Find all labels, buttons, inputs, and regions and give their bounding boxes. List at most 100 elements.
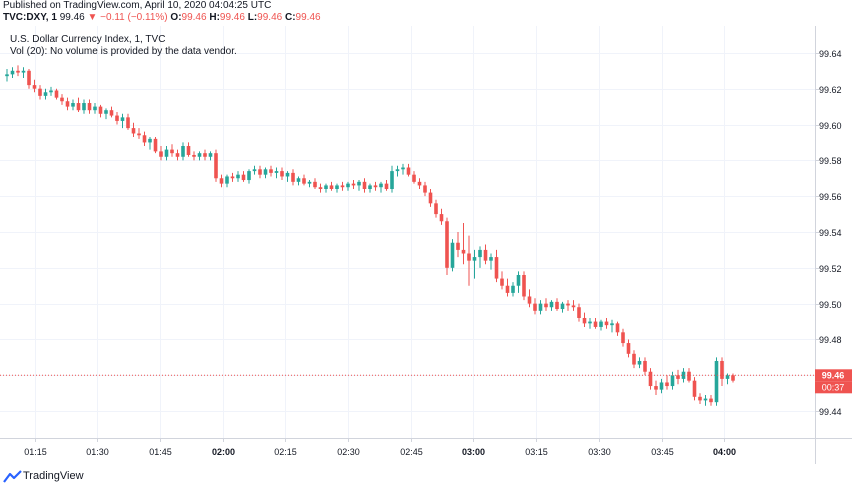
candle-body <box>38 88 42 96</box>
candle <box>357 180 361 191</box>
candle <box>175 149 180 161</box>
candle-body <box>516 274 521 286</box>
price-tick-label: 99.54 <box>819 228 842 238</box>
candle <box>104 108 108 120</box>
candle-body <box>472 257 477 261</box>
candle <box>192 151 196 161</box>
candle-body <box>467 253 471 261</box>
candle <box>258 165 262 179</box>
candle <box>219 174 224 188</box>
price-tick-label: 99.44 <box>819 407 842 417</box>
candle <box>142 131 147 147</box>
candle-body <box>203 153 207 157</box>
price-tick-label: 99.62 <box>819 85 842 95</box>
candle-body <box>632 353 636 365</box>
candle-body <box>258 169 262 175</box>
price-badge: 99.46 00:37 <box>815 369 852 394</box>
candle <box>137 128 141 139</box>
candle-body <box>720 360 724 379</box>
candle-body <box>714 360 719 403</box>
candle-body <box>643 360 647 372</box>
candle-body <box>148 138 152 143</box>
candle-body <box>170 149 174 154</box>
time-tick-label: 03:30 <box>588 447 611 457</box>
candle <box>544 298 548 311</box>
candle <box>577 303 581 322</box>
candle-body <box>604 321 609 326</box>
candle-body <box>16 70 20 73</box>
candle <box>527 289 532 308</box>
candle <box>648 368 653 390</box>
candle-body <box>137 133 141 136</box>
candle-body <box>104 110 108 114</box>
symbol-label[interactable]: TVC:DXY, 1 <box>3 12 57 23</box>
candle <box>21 67 26 78</box>
candlestick-chart[interactable]: 99.44 99.46 99.48 99.50 99.52 99.54 99.56 99.58… <box>0 26 852 464</box>
candle <box>516 271 521 293</box>
time-tick-label: 03:15 <box>525 447 548 457</box>
candle-body <box>159 151 163 157</box>
candle <box>582 312 587 327</box>
chart-area[interactable]: 99.44 99.46 99.48 99.50 99.52 99.54 99.56 99.58… <box>0 26 852 464</box>
price-axis[interactable]: 99.44 99.46 99.48 99.50 99.52 99.54 99.56 99.58… <box>815 49 842 417</box>
time-axis[interactable]: 01:15 01:30 01:45 02:00 02:15 02:30 02:45 03:00… <box>24 438 736 457</box>
candle <box>500 271 504 290</box>
candle-body <box>692 380 697 397</box>
candle <box>373 181 378 191</box>
low-label: L: <box>247 12 258 23</box>
candle-body <box>263 169 268 175</box>
candle <box>302 174 306 186</box>
candle <box>313 178 317 190</box>
candle-body <box>637 360 642 365</box>
candle-body <box>731 375 735 381</box>
candle <box>368 183 372 193</box>
candle-body <box>698 396 702 401</box>
close-label: C: <box>284 12 296 23</box>
countdown-badge-value: 00:37 <box>822 382 845 392</box>
candle-body <box>725 375 730 379</box>
candle <box>681 368 686 383</box>
candle <box>390 165 394 193</box>
candle <box>247 169 251 184</box>
candle-body <box>241 174 246 181</box>
candle-body <box>538 303 543 311</box>
candle <box>27 68 31 89</box>
candle-body <box>153 138 158 152</box>
candle-body <box>340 185 345 188</box>
time-tick-label: 01:15 <box>24 447 47 457</box>
candle <box>115 111 119 125</box>
candle-body <box>610 323 614 326</box>
candle-body <box>511 285 515 293</box>
candle-body <box>346 183 350 188</box>
candle-body <box>285 172 290 177</box>
candle <box>5 68 9 82</box>
candle <box>54 88 59 100</box>
candle-body <box>368 185 372 190</box>
candle-body <box>379 183 383 188</box>
candle <box>60 94 64 105</box>
candle-body <box>27 70 31 86</box>
candle <box>236 171 240 182</box>
candle-body <box>439 214 444 222</box>
candle <box>450 239 455 272</box>
candle-body <box>478 249 482 258</box>
candle-body <box>703 398 708 401</box>
candle-body <box>142 135 147 143</box>
candle <box>588 317 592 329</box>
countdown-badge-bg <box>815 381 852 394</box>
candle-body <box>76 103 81 111</box>
candle <box>417 178 422 190</box>
candle-body <box>456 242 460 250</box>
candle-body <box>247 171 251 181</box>
candle-body <box>417 181 422 186</box>
header: Published on TradingView.com, April 10, … <box>0 0 852 26</box>
candle <box>687 368 691 383</box>
candle <box>555 298 559 311</box>
candle <box>274 167 279 179</box>
candle <box>126 113 130 130</box>
candle-body <box>560 303 565 310</box>
candle <box>186 142 191 157</box>
candle <box>159 146 163 161</box>
candle <box>445 217 449 275</box>
volume-note: Vol (20): No volume is provided by the d… <box>10 46 237 57</box>
